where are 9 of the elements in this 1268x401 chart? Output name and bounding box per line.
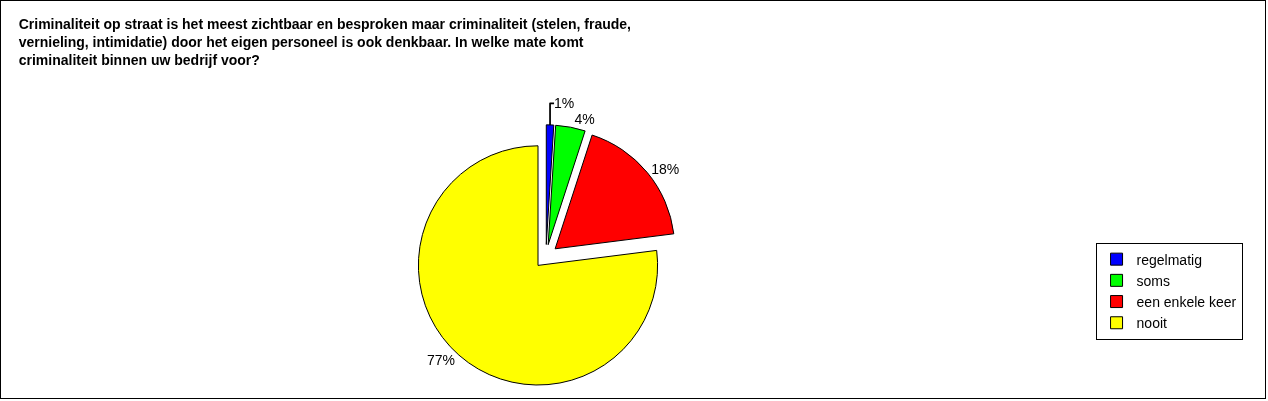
legend-label: regelmatig	[1136, 251, 1202, 268]
legend-label: nooit	[1136, 315, 1168, 332]
legend-label: soms	[1136, 272, 1171, 289]
data-label: 1%	[554, 95, 575, 112]
legend-label: een enkele keer	[1136, 294, 1237, 311]
data-label: 4%	[574, 111, 595, 128]
data-label: 77%	[426, 351, 455, 368]
chart-title: Criminaliteit op straat is het meest zichtbaar en besproken maar criminaliteit (stelen, fraude, vernieling, intimidatie) door het eigen personeel is ook denkbaar. In welke mate komt criminaliteit binnen uw bedrijf voor?	[18, 15, 631, 69]
data-label: 18%	[651, 161, 680, 178]
